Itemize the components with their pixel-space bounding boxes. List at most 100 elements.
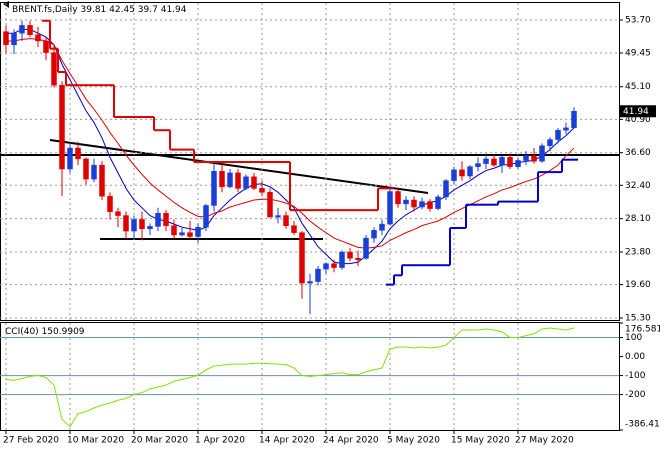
candle-body: [339, 251, 345, 268]
candle-body: [443, 180, 449, 198]
candle-body: [27, 25, 33, 35]
x-tick-label: 10 Mar 2020: [67, 436, 124, 446]
candle-body: [11, 32, 17, 46]
moving-average-line: [6, 38, 575, 249]
candle-body: [531, 155, 537, 162]
candle-body: [379, 223, 385, 231]
y-tick-label: 36.60: [625, 148, 651, 158]
candle-body: [267, 192, 273, 218]
candle-body: [323, 263, 329, 270]
x-tick-label: 27 Feb 2020: [3, 436, 59, 446]
candle-body: [211, 171, 217, 206]
candle-body: [99, 164, 105, 197]
candle-body: [235, 172, 241, 189]
y-tick-label: 53.70: [625, 16, 651, 26]
candle-body: [331, 263, 337, 268]
candle-body: [147, 226, 153, 230]
candle-body: [203, 205, 209, 228]
ohlc-high: 42.45: [109, 5, 135, 15]
candle-body: [411, 199, 417, 208]
y-tick-label: 23.80: [625, 248, 651, 258]
candle-body: [395, 191, 401, 205]
y-tick-label: -200: [625, 390, 646, 400]
candle-body: [435, 196, 441, 209]
candle-body: [51, 52, 57, 86]
candle-body: [571, 111, 577, 129]
candle-body: [459, 169, 465, 177]
candle-body: [195, 226, 201, 237]
candle-body: [115, 211, 121, 216]
y-tick-label: 49.45: [625, 48, 651, 58]
candle-body: [491, 158, 497, 166]
candle-body: [227, 172, 233, 188]
indicator-value: 150.9909: [42, 327, 85, 337]
candle-body: [91, 164, 97, 180]
candle-body: [507, 157, 513, 167]
candle-body: [451, 169, 457, 181]
candle-body: [155, 212, 161, 227]
x-tick-label: 5 May 2020: [387, 436, 440, 446]
indicator-title: CCI(40) 150.9909: [5, 327, 85, 337]
candle-body: [35, 34, 41, 42]
y-tick-label: -100: [625, 371, 646, 381]
candle-body: [291, 225, 297, 233]
x-tick-label: 24 Apr 2020: [323, 436, 379, 446]
y-tick-label: 176.5816: [625, 325, 660, 335]
candle-body: [563, 127, 569, 131]
candle-body: [499, 157, 505, 166]
x-tick-label: 27 May 2020: [515, 436, 574, 446]
candle-body: [515, 160, 521, 167]
y-tick-label: 15.30: [625, 314, 651, 324]
candle-body: [467, 166, 473, 177]
candle-body: [283, 215, 289, 226]
candle-body: [139, 219, 145, 230]
candle-body: [483, 158, 489, 164]
candle-body: [387, 191, 393, 225]
candle-body: [347, 251, 353, 259]
candle-body: [59, 84, 65, 170]
candle-body: [67, 147, 73, 170]
y-tick-label: -386.412: [625, 420, 660, 430]
ohlc-open: 39.81: [81, 5, 107, 15]
candle-body: [355, 257, 361, 261]
candle-body: [19, 25, 25, 34]
candle-body: [131, 219, 137, 232]
candle-body: [299, 232, 305, 284]
candle-body: [419, 201, 425, 208]
candle-body: [371, 230, 377, 239]
candle-body: [251, 176, 257, 189]
candle-body: [219, 171, 225, 188]
candle-body: [43, 40, 49, 53]
candle-body: [363, 237, 369, 259]
candle-body: [107, 195, 113, 212]
trend-line: [49, 139, 429, 194]
candle-body: [3, 31, 9, 46]
cci-line: [5, 327, 575, 428]
candle-body: [243, 176, 249, 189]
y-tick-label: 100: [625, 333, 642, 343]
candle-body: [187, 232, 193, 237]
candle-body: [123, 215, 129, 232]
last-price-label: 41.94: [623, 107, 649, 117]
candle-body: [83, 158, 89, 180]
candle-body: [75, 147, 81, 160]
candle-body: [547, 139, 553, 146]
y-tick-label: 40.90: [625, 115, 651, 125]
candle-body: [171, 225, 177, 236]
y-tick-label: 28.10: [625, 214, 651, 224]
x-tick-label: 15 May 2020: [451, 436, 510, 446]
indicator-name: CCI(40): [5, 327, 39, 337]
cci-panel-frame: [0, 322, 620, 431]
y-tick-label: 0.00: [625, 352, 645, 362]
x-tick-label: 1 Apr 2020: [195, 436, 245, 446]
symbol-label: BRENT.fs,Daily: [12, 5, 78, 15]
candle-body: [315, 268, 321, 282]
candle-body: [427, 201, 433, 209]
candle-body: [475, 163, 481, 167]
candle-body: [523, 155, 529, 161]
candle-body: [555, 129, 561, 140]
price-panel-frame: [0, 2, 620, 321]
chart-title: BRENT.fs,Daily 39.81 42.45 39.7 41.94: [12, 5, 187, 15]
